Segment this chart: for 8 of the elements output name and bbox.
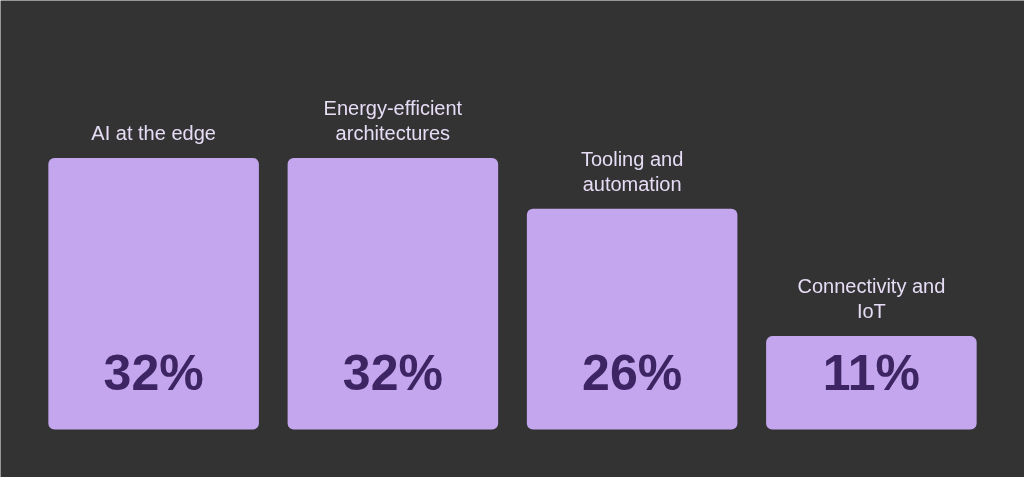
data-label: 32% (103, 345, 204, 402)
x-tick-label: Tooling and automation (580, 147, 684, 195)
x-tick-label: Energy-efficient architectures (323, 96, 463, 144)
data-label: 32% (342, 345, 443, 402)
data-label: 11% (822, 345, 921, 402)
x-tick-label: AI at the edge (91, 121, 216, 144)
x-tick-label: Connectivity and IoT (797, 274, 946, 323)
data-label: 26% (582, 345, 683, 402)
